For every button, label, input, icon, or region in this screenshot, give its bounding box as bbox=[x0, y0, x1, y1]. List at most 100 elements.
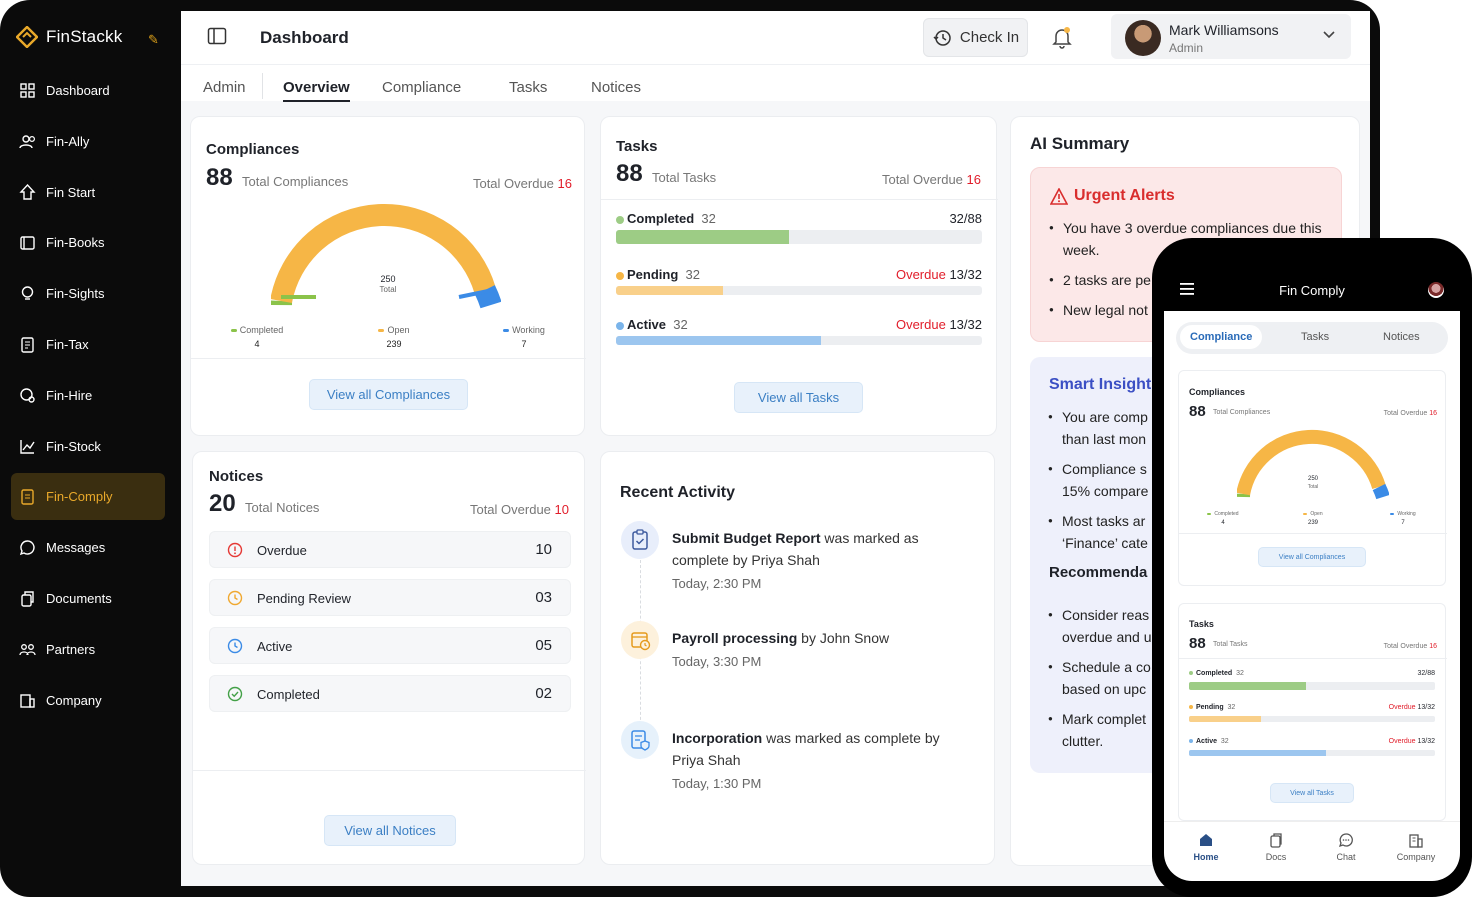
sidebar-item-fin-start[interactable]: Fin Start bbox=[11, 169, 165, 216]
phone-tab-compliance[interactable]: Compliance bbox=[1180, 325, 1263, 349]
phone-compliances-total: 88 bbox=[1189, 403, 1206, 420]
tasks-total-label: Total Tasks bbox=[652, 170, 717, 185]
notice-row-active[interactable]: Active 05 bbox=[209, 627, 571, 664]
task-label: Active bbox=[1196, 738, 1218, 745]
check-in-button[interactable]: Check In bbox=[923, 18, 1028, 57]
topbar: Dashboard Check In Mark Williamsons Admi… bbox=[181, 11, 1370, 64]
phone-tab-notices[interactable]: Notices bbox=[1383, 331, 1420, 343]
sidebar-item-label: Company bbox=[46, 692, 102, 708]
sidebar-item-company[interactable]: Company bbox=[11, 677, 165, 724]
user-menu[interactable]: Mark Williamsons Admin bbox=[1111, 14, 1351, 59]
sidebar-item-fin-tax[interactable]: Fin-Tax bbox=[11, 321, 165, 368]
notice-row-pending-review[interactable]: Pending Review 03 bbox=[209, 579, 571, 616]
legend-label: Working bbox=[1397, 511, 1416, 517]
sidebar-item-partners[interactable]: Partners bbox=[11, 626, 165, 673]
phone-view-all-tasks-button[interactable]: View all Tasks bbox=[1270, 783, 1354, 803]
tab-overview[interactable]: Overview bbox=[283, 79, 350, 102]
phone-compliances-title: Compliances bbox=[1189, 387, 1246, 397]
sidebar-item-fin-comply[interactable]: Fin-Comply bbox=[11, 473, 165, 521]
chat-icon bbox=[1338, 833, 1353, 848]
divider bbox=[191, 358, 586, 359]
phone-nav-company[interactable]: Company bbox=[1386, 832, 1446, 862]
insight-item: Most tasks ar ‘Finance’ cate bbox=[1048, 510, 1158, 554]
tab-compliance[interactable]: Compliance bbox=[382, 79, 462, 96]
view-all-tasks-button[interactable]: View all Tasks bbox=[734, 382, 863, 413]
view-all-compliances-button[interactable]: View all Compliances bbox=[309, 379, 468, 410]
overdue-label: Total Overdue bbox=[881, 172, 963, 187]
brand-logo[interactable]: FinStackk bbox=[16, 26, 122, 48]
activity-rest: was marked as complete by Priya Shah bbox=[672, 530, 919, 568]
nav-label: Chat bbox=[1336, 852, 1356, 862]
sidebar-item-fin-books[interactable]: Fin-Books bbox=[11, 219, 165, 266]
phone-nav-docs[interactable]: Docs bbox=[1246, 832, 1306, 862]
phone-tasks-card: Tasks 88 Total Tasks Total Overdue 16 Co… bbox=[1178, 603, 1447, 821]
gauge-open-arc bbox=[271, 203, 496, 304]
activity-item-text: Submit Budget Report was marked as compl… bbox=[672, 527, 972, 571]
history-clock-icon bbox=[933, 29, 951, 46]
phone-mockup: Fin Comply Compliance Tasks Notices Comp… bbox=[1152, 238, 1472, 897]
tab-notices[interactable]: Notices bbox=[591, 79, 642, 96]
divider bbox=[1179, 533, 1447, 534]
phone-legend-working: Working bbox=[1373, 511, 1433, 517]
menu-icon[interactable] bbox=[1180, 283, 1194, 295]
sidebar-item-label: Fin Start bbox=[46, 184, 96, 200]
notice-row-overdue[interactable]: Overdue 10 bbox=[209, 531, 571, 568]
legend-dot bbox=[1390, 512, 1395, 515]
phone-avatar[interactable] bbox=[1428, 282, 1444, 298]
alert-text: You have 3 overdue compliances due this … bbox=[1063, 220, 1322, 258]
compliances-overdue: Total Overdue 16 bbox=[473, 176, 572, 191]
sidebar-item-documents[interactable]: Documents bbox=[11, 575, 165, 622]
task-dot bbox=[616, 271, 624, 280]
bell-icon[interactable] bbox=[1051, 26, 1073, 50]
page-title: Dashboard bbox=[260, 28, 349, 47]
user-role: Admin bbox=[1169, 41, 1204, 55]
task-overdue-text: Overdue bbox=[1388, 738, 1416, 745]
comply-icon bbox=[21, 489, 34, 506]
recommend-item: Mark complet clutter. bbox=[1048, 708, 1158, 752]
overdue-count: 16 bbox=[1429, 643, 1437, 650]
task-dot bbox=[616, 321, 624, 330]
sidebar-item-fin-hire[interactable]: Fin-Hire bbox=[11, 372, 165, 419]
activity-item-text: Incorporation was marked as complete by … bbox=[672, 727, 972, 771]
legend-dot bbox=[1303, 512, 1308, 515]
legend-dot bbox=[378, 329, 385, 333]
building-icon bbox=[20, 693, 35, 708]
sidebar-item-label: Fin-Tax bbox=[46, 336, 89, 352]
sidebar-item-messages[interactable]: Messages bbox=[11, 524, 165, 571]
sidebar-item-dashboard[interactable]: Dashboard bbox=[11, 67, 165, 114]
rocket-icon bbox=[19, 183, 36, 200]
alert-item: 2 tasks are pe bbox=[1049, 269, 1339, 291]
task-progress-track bbox=[1189, 716, 1435, 722]
recommend-text: Mark complet clutter. bbox=[1062, 711, 1147, 749]
phone-tab-tasks[interactable]: Tasks bbox=[1301, 331, 1330, 343]
overdue-label: Total Overdue bbox=[1383, 643, 1428, 650]
chart-icon bbox=[20, 439, 35, 454]
notice-row-completed[interactable]: Completed 02 bbox=[209, 675, 571, 712]
tab-admin[interactable]: Admin bbox=[203, 79, 246, 96]
sidebar-toggle-icon[interactable] bbox=[207, 26, 227, 46]
compliances-title: Compliances bbox=[206, 141, 300, 158]
task-progress-track bbox=[1189, 682, 1435, 690]
view-all-notices-button[interactable]: View all Notices bbox=[324, 815, 456, 846]
notice-label: Overdue bbox=[257, 543, 307, 558]
divider bbox=[1179, 658, 1447, 659]
grid-icon bbox=[20, 83, 35, 98]
task-ratio: 32/88 bbox=[949, 211, 982, 226]
phone-nav-home[interactable]: Home bbox=[1176, 832, 1236, 862]
compliances-total: 88 bbox=[206, 164, 233, 191]
alert-circle-icon bbox=[227, 542, 243, 558]
notice-label: Pending Review bbox=[257, 591, 351, 606]
activity-rest: by John Snow bbox=[797, 630, 890, 646]
task-overdue-text: Overdue bbox=[1388, 704, 1416, 711]
sidebar-item-fin-sights[interactable]: Fin-Sights bbox=[11, 270, 165, 317]
compliance-gauge bbox=[271, 203, 501, 309]
gauge-working-arc bbox=[1372, 483, 1389, 500]
sidebar-item-fin-ally[interactable]: Fin-Ally bbox=[11, 118, 165, 165]
overdue-label: Total Overdue bbox=[472, 176, 554, 191]
phone-view-all-compliances-button[interactable]: View all Compliances bbox=[1258, 547, 1366, 567]
pin-icon[interactable]: ✎ bbox=[148, 32, 159, 47]
phone-nav-chat[interactable]: Chat bbox=[1316, 832, 1376, 862]
tab-tasks[interactable]: Tasks bbox=[509, 79, 548, 96]
sidebar-item-fin-stock[interactable]: Fin-Stock bbox=[11, 423, 165, 470]
task-progress-fill bbox=[1189, 716, 1262, 722]
